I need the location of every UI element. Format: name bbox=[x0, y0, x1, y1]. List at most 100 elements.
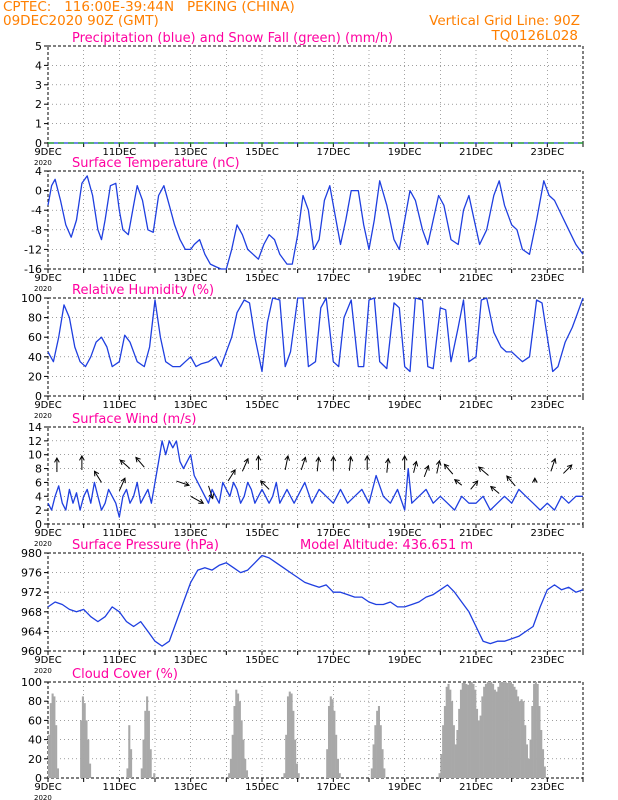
cloud-bar bbox=[504, 682, 507, 778]
cloud-bar bbox=[479, 715, 482, 778]
wind-arrow bbox=[348, 456, 352, 471]
cloud-bar bbox=[463, 682, 466, 778]
cloud-bar bbox=[80, 720, 83, 778]
x-tick-label: 9DEC bbox=[34, 273, 61, 284]
wind-arrow-head bbox=[443, 463, 450, 470]
x-tick-label: 9DEC bbox=[34, 400, 61, 411]
x-tick-label: 15DEC bbox=[245, 273, 279, 284]
cloud-bar bbox=[55, 725, 58, 778]
cloud-bar bbox=[292, 710, 295, 778]
x-tick-label: 19DEC bbox=[388, 273, 422, 284]
cloud-bar bbox=[283, 773, 286, 778]
cloud-bar bbox=[465, 683, 468, 778]
y-tick-label: -4 bbox=[31, 204, 42, 217]
cloud-bar bbox=[438, 773, 441, 778]
cloud-bar bbox=[331, 699, 334, 778]
y-tick-label: 968 bbox=[21, 606, 42, 619]
x-tick-label: 17DEC bbox=[316, 655, 350, 666]
wind-arrow bbox=[454, 479, 463, 486]
cloud-bar bbox=[452, 725, 455, 778]
cloud-bar bbox=[53, 696, 56, 778]
panel-title: Surface Temperature (nC) bbox=[72, 156, 240, 171]
wind-arrow bbox=[227, 469, 236, 482]
cloud-bar bbox=[140, 768, 143, 778]
chart-header: CPTEC: 116:00E-39:44N PEKING (CHINA) 09D… bbox=[0, 0, 618, 46]
x-tick-label: 13DEC bbox=[174, 147, 208, 158]
x-tick-label: 15DEC bbox=[245, 400, 279, 411]
cloud-bar bbox=[377, 706, 380, 778]
y-tick-label: 4 bbox=[35, 165, 42, 178]
wind-arrow-head bbox=[435, 459, 442, 466]
cloud-bar bbox=[233, 706, 236, 778]
wind-arrow-head bbox=[412, 460, 419, 467]
wind-arrow-head bbox=[243, 457, 249, 464]
y-tick-label: 976 bbox=[21, 567, 42, 580]
cloud-bar bbox=[338, 773, 341, 778]
wind-arrow bbox=[490, 486, 500, 494]
cloud-bar bbox=[285, 734, 288, 778]
cloud-bar bbox=[376, 710, 379, 778]
cloud-bar bbox=[459, 689, 463, 778]
wind-arrow bbox=[386, 458, 389, 473]
cloud-bar bbox=[83, 703, 86, 778]
wind-arrow-head bbox=[93, 470, 100, 477]
panel-frame bbox=[47, 297, 584, 397]
x-tick-label: 9DEC bbox=[34, 528, 61, 539]
cloud-bar bbox=[379, 725, 382, 778]
cloud-bar bbox=[149, 749, 152, 778]
cloud-bar bbox=[49, 703, 52, 778]
wind-arrow-head bbox=[489, 485, 496, 492]
cloud-bar bbox=[374, 725, 377, 778]
cloud-bar bbox=[490, 682, 493, 778]
y-tick-label: 960 bbox=[21, 645, 42, 658]
x-tick-label: 23DEC bbox=[530, 782, 564, 793]
y-tick-label: 3 bbox=[35, 79, 42, 92]
x-tick-label: 23DEC bbox=[530, 655, 564, 666]
cloud-bar bbox=[481, 696, 484, 778]
cloud-bar bbox=[508, 682, 511, 778]
cloud-bar bbox=[242, 739, 245, 778]
x-tick-label: 21DEC bbox=[459, 528, 493, 539]
y-tick-label: 60 bbox=[28, 331, 42, 344]
cloud-bar bbox=[329, 696, 332, 778]
wind-arrow-head bbox=[364, 454, 371, 461]
x-year-label: 2020 bbox=[34, 667, 52, 675]
wind-arrow-head bbox=[119, 459, 126, 466]
cloud-bar bbox=[468, 682, 471, 778]
x-tick-label: 11DEC bbox=[102, 782, 136, 793]
cloud-bar bbox=[290, 693, 293, 778]
wind-arrow bbox=[316, 457, 320, 472]
cloud-bar bbox=[288, 691, 291, 778]
cloud-bar bbox=[126, 768, 129, 778]
cloud-bar bbox=[525, 744, 529, 778]
cloud-bar bbox=[476, 708, 479, 778]
y-tick-label: 2 bbox=[35, 504, 42, 517]
cloud-bar bbox=[326, 749, 329, 778]
run-date-line: 09DEC2020 90Z (GMT) bbox=[3, 13, 159, 29]
cloud-bar bbox=[147, 710, 150, 778]
x-year-label: 2020 bbox=[34, 412, 52, 420]
cloud-bar bbox=[238, 701, 241, 778]
x-tick-label: 13DEC bbox=[174, 273, 208, 284]
cloud-bar bbox=[447, 683, 450, 778]
cloud-bar bbox=[529, 739, 532, 778]
y-tick-label: 8 bbox=[35, 463, 42, 476]
y-tick-label: 2 bbox=[35, 98, 42, 111]
x-tick-label: 13DEC bbox=[174, 655, 208, 666]
y-tick-label: 0 bbox=[35, 185, 42, 198]
cloud-bar bbox=[449, 689, 452, 778]
wind-arrow-head bbox=[401, 454, 408, 461]
cloud-bar bbox=[522, 701, 525, 778]
x-tick-label: 21DEC bbox=[459, 655, 493, 666]
cloud-bar bbox=[511, 683, 514, 778]
cloud-bar bbox=[470, 682, 473, 778]
y-tick-label: 5 bbox=[35, 40, 42, 53]
wind-arrow-head bbox=[566, 464, 573, 470]
wind-arrow-head bbox=[54, 456, 60, 463]
wind-arrow-head bbox=[284, 454, 290, 461]
cloud-bar bbox=[454, 744, 457, 778]
x-tick-label: 17DEC bbox=[316, 400, 350, 411]
cloud-bar bbox=[540, 730, 543, 778]
wind-arrow-head bbox=[384, 457, 391, 464]
x-tick-label: 17DEC bbox=[316, 147, 350, 158]
